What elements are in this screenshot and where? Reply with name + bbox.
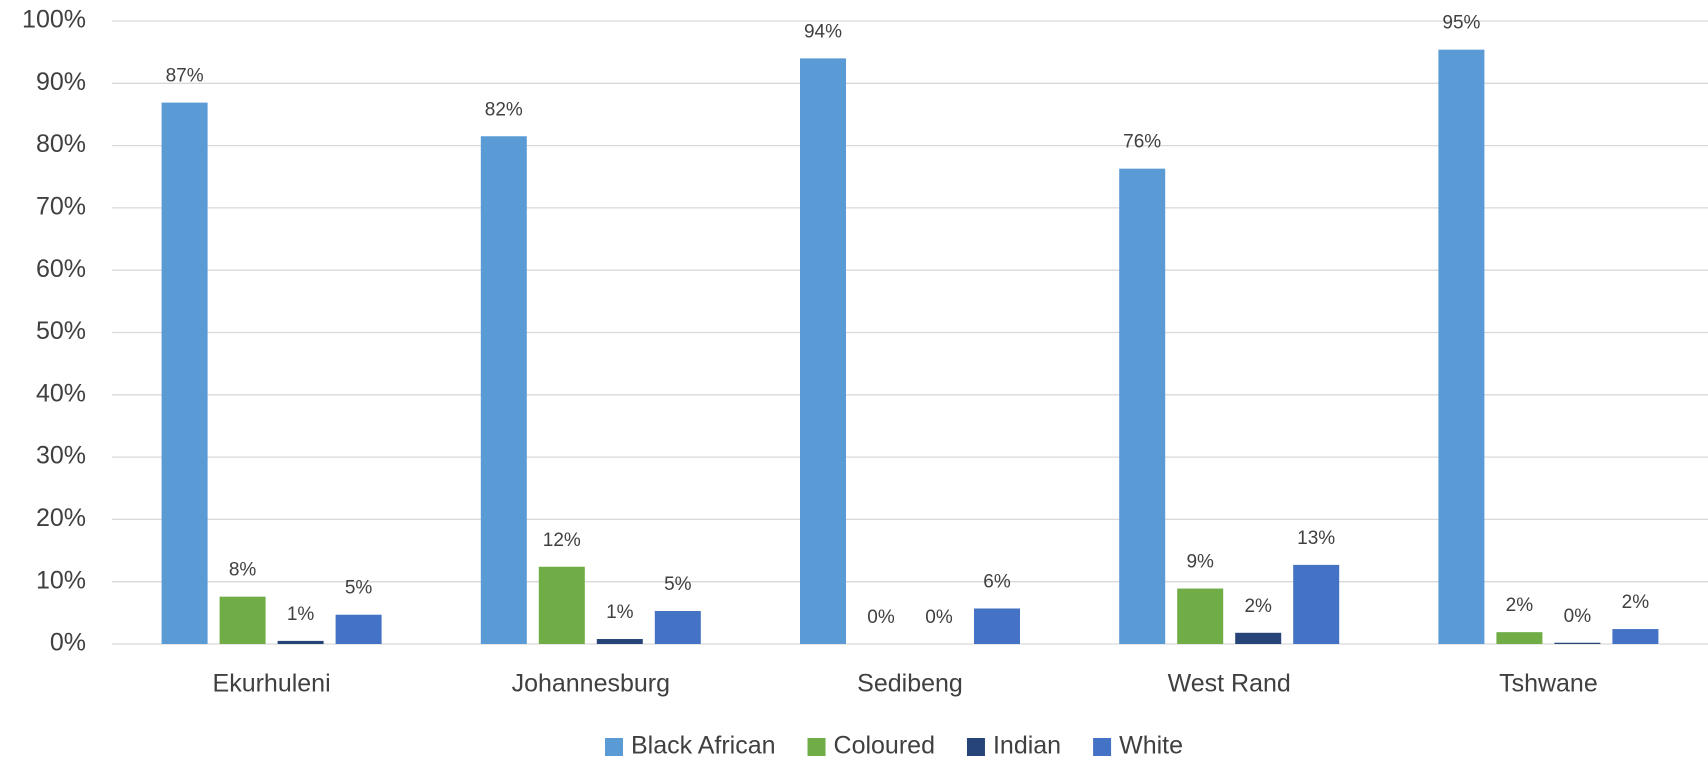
y-tick-label: 10% (36, 566, 86, 594)
bar (1612, 629, 1659, 644)
bar (1438, 49, 1485, 644)
value-label: 82% (485, 99, 523, 120)
bar (277, 640, 324, 644)
bar (800, 58, 846, 644)
bar (1119, 168, 1166, 644)
value-label: 1% (606, 602, 634, 623)
bar (1293, 564, 1340, 644)
legend-swatch (605, 738, 623, 756)
y-tick-label: 50% (36, 317, 86, 345)
bar (596, 639, 643, 644)
y-tick-label: 0% (50, 629, 86, 657)
y-tick-label: 80% (36, 130, 86, 158)
bar (1177, 588, 1224, 644)
legend-swatch (966, 738, 985, 756)
y-tick-label: 70% (36, 193, 86, 221)
value-label: 2% (1244, 596, 1272, 617)
bar (480, 136, 527, 644)
bar (974, 608, 1020, 644)
bar (1496, 632, 1543, 644)
value-label: 95% (1442, 13, 1480, 34)
y-tick-label: 60% (36, 255, 86, 283)
value-label: 76% (1123, 132, 1161, 153)
value-label: 2% (1506, 595, 1534, 616)
bar (161, 102, 208, 645)
value-label: 2% (1622, 592, 1650, 613)
value-label: 87% (166, 66, 204, 87)
value-label: 0% (925, 607, 953, 628)
bar (654, 610, 701, 644)
legend-label: White (1119, 732, 1183, 760)
bar (538, 566, 585, 644)
value-label: 6% (983, 572, 1011, 593)
legend-swatch (1093, 738, 1112, 756)
x-tick-label: Tshwane (1499, 670, 1598, 698)
y-tick-label: 90% (36, 68, 86, 96)
value-label: 0% (1564, 606, 1592, 627)
x-tick-label: Sedibeng (857, 670, 963, 698)
bar (219, 596, 266, 644)
legend-label: Black African (631, 732, 776, 760)
bar (1554, 642, 1601, 644)
value-label: 5% (345, 578, 373, 599)
bar (335, 614, 382, 644)
value-label: 5% (664, 574, 692, 595)
value-label: 94% (804, 21, 842, 42)
value-label: 8% (229, 560, 257, 581)
y-tick-label: 100% (22, 6, 86, 34)
y-tick-label: 30% (36, 442, 86, 470)
value-label: 13% (1297, 528, 1335, 549)
value-label: 0% (867, 607, 895, 628)
legend-label: Coloured (834, 732, 935, 760)
value-label: 12% (543, 530, 581, 551)
legend-label: Indian (993, 732, 1061, 760)
y-tick-label: 40% (36, 379, 86, 407)
x-tick-label: Johannesburg (512, 670, 670, 698)
legend-swatch (807, 738, 826, 756)
bar (1235, 632, 1282, 644)
x-tick-label: Ekurhuleni (213, 670, 331, 698)
value-label: 1% (287, 604, 315, 625)
value-label: 9% (1186, 552, 1214, 573)
y-tick-label: 20% (36, 504, 86, 532)
x-tick-label: West Rand (1168, 670, 1291, 698)
